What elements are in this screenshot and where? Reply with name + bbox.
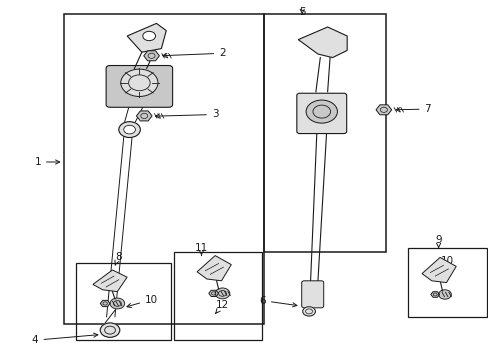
Bar	[63, 14, 264, 324]
FancyBboxPatch shape	[296, 93, 346, 134]
Text: 9: 9	[434, 235, 441, 248]
Text: 10: 10	[127, 294, 158, 307]
Text: 8: 8	[115, 252, 122, 265]
Text: 2: 2	[163, 48, 225, 58]
Bar	[264, 14, 386, 252]
Text: 12: 12	[215, 300, 229, 313]
Text: 4: 4	[32, 333, 98, 345]
Bar	[407, 248, 486, 317]
Polygon shape	[298, 27, 346, 58]
Circle shape	[215, 288, 229, 299]
Circle shape	[110, 298, 124, 309]
Circle shape	[119, 122, 140, 138]
FancyBboxPatch shape	[106, 66, 172, 107]
Circle shape	[100, 323, 120, 337]
FancyBboxPatch shape	[301, 281, 323, 308]
Bar	[76, 263, 171, 340]
Text: 3: 3	[155, 109, 218, 120]
Text: 5: 5	[298, 7, 305, 17]
Text: 10: 10	[435, 256, 453, 268]
Text: 6: 6	[259, 296, 296, 307]
Circle shape	[305, 100, 337, 123]
Circle shape	[123, 125, 135, 134]
Bar	[173, 252, 261, 340]
Text: 11: 11	[194, 243, 208, 256]
Circle shape	[142, 31, 155, 41]
Polygon shape	[197, 256, 231, 281]
Polygon shape	[93, 270, 127, 292]
Circle shape	[438, 290, 450, 299]
Polygon shape	[421, 257, 455, 283]
Text: 1: 1	[34, 157, 60, 167]
Circle shape	[302, 307, 315, 316]
Polygon shape	[127, 23, 166, 52]
Circle shape	[121, 69, 158, 96]
Text: 7: 7	[395, 104, 430, 114]
